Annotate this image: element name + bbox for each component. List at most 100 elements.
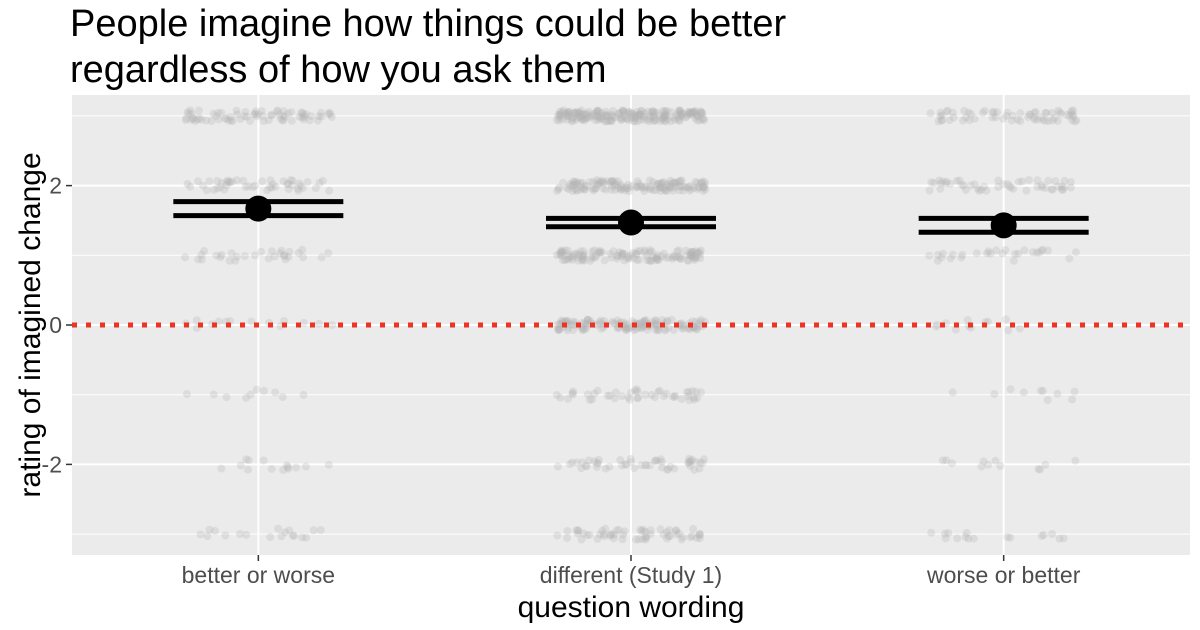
jitter-point [651,116,660,125]
jitter-point [685,186,694,195]
jitter-point [181,116,190,124]
jitter-point [317,253,326,262]
jitter-point [686,462,695,470]
jitter-point [248,183,257,192]
jitter-point [287,108,296,117]
jitter-point [205,177,214,186]
jitter-point [984,247,993,256]
jitter-point [624,108,633,117]
jitter-point [285,526,294,535]
jitter-point [1013,115,1022,124]
jitter-point [943,106,952,115]
jitter-point [617,185,626,194]
jitter-point [925,251,934,260]
jitter-point [990,390,999,398]
jitter-point [637,323,646,332]
jitter-point [227,249,236,258]
jitter-point [236,530,244,538]
jitter-point [293,184,302,193]
jitter-point [555,107,564,116]
jitter-point [608,111,617,120]
jitter-point [324,110,333,118]
jitter-point [558,248,567,257]
jitter-point [678,109,686,118]
jitter-point [296,182,305,190]
jitter-point [677,112,686,121]
jitter-point [631,114,639,123]
jitter-point [639,317,648,326]
jitter-point [632,183,641,192]
jitter-point [242,112,251,121]
jitter-point [572,186,581,195]
jitter-point [637,107,646,115]
jitter-point [967,110,975,118]
jitter-point [276,249,285,258]
jitter-point [588,252,597,261]
jitter-point [636,525,645,534]
jitter-point [631,117,640,126]
jitter-point [633,177,642,186]
jitter-point [572,179,581,188]
jitter-point [596,178,605,187]
jitter-point [671,253,680,262]
jitter-point [646,246,655,255]
jitter-point [222,181,231,190]
jitter-point [1070,117,1079,126]
jitter-point [671,178,679,187]
jitter-point [650,108,659,116]
jitter-point [643,256,652,265]
jitter-point [581,185,590,194]
jitter-point [629,254,638,263]
jitter-point [598,526,607,535]
jitter-point [226,113,235,122]
jitter-point [1038,245,1047,254]
jitter-point [579,529,588,538]
jitter-point [564,185,573,194]
jitter-point [624,187,633,196]
jitter-point [1071,456,1080,465]
jitter-point [582,114,590,123]
jitter-point [217,179,226,187]
jitter-point [236,461,245,470]
jitter-point [239,176,248,185]
jitter-point [982,186,991,195]
jitter-point [1026,110,1035,119]
jitter-point [661,253,670,262]
jitter-point [569,177,578,186]
jitter-point [980,106,989,115]
jitter-point [299,115,308,124]
jitter-point [601,185,610,194]
jitter-point [645,461,654,470]
jitter-point [554,326,563,335]
jitter-point [194,255,203,264]
jitter-point [617,392,626,401]
jitter-point [585,530,594,539]
jitter-point [624,393,633,402]
jitter-point [608,317,617,326]
jitter-point [636,182,645,191]
jitter-point [192,316,201,325]
jitter-point [580,185,589,194]
jitter-point [284,109,293,118]
jitter-point [264,254,273,263]
jitter-point [607,185,616,194]
jitter-point [565,460,574,469]
jitter-point [965,116,974,125]
jitter-point [685,459,693,468]
jitter-point [642,533,650,542]
jitter-point [668,183,677,192]
jitter-point [1036,465,1044,474]
jitter-point [325,186,334,195]
jitter-point [568,117,577,126]
jitter-point [554,185,563,194]
jitter-point [242,393,251,402]
jitter-point [632,535,641,544]
jitter-point [620,107,629,116]
jitter-point [970,180,979,189]
jitter-point [209,185,218,194]
jitter-point [260,386,268,395]
jitter-point [1050,113,1059,122]
jitter-point [283,179,292,188]
jitter-point [941,529,949,538]
jitter-point [583,315,592,324]
